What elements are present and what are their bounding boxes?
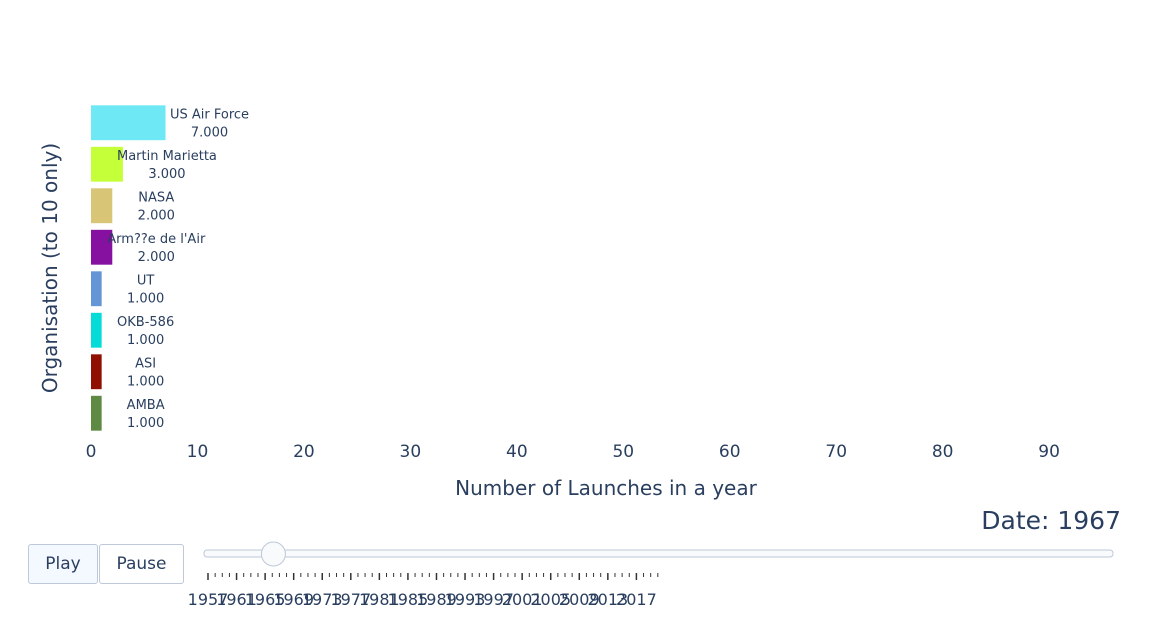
play-button[interactable]: Play: [28, 544, 98, 584]
slider-year-label: 1969: [273, 590, 314, 609]
slider-year-label: 2009: [559, 590, 600, 609]
x-tick-label: 0: [86, 442, 97, 462]
bar: [91, 146, 123, 182]
bar-category-label: ASI: [135, 356, 156, 371]
slider-year-label: 1973: [302, 590, 343, 609]
pause-button[interactable]: Pause: [99, 544, 184, 584]
slider-rail[interactable]: [203, 549, 1114, 558]
x-axis-ticks: 0 10 20 30 40 50 60 70 80 90: [86, 442, 1060, 462]
y-axis-title: Organisation (to 10 only): [38, 143, 62, 393]
slider-year-label: 1997: [473, 590, 514, 609]
slider-year-label: 1993: [445, 590, 486, 609]
bar-category-label: Arm??e de l'Air: [107, 232, 206, 247]
bar-category-label: US Air Force: [170, 107, 249, 122]
bar-category-label: OKB-586: [117, 315, 174, 330]
bar-value-label: 1.000: [127, 333, 164, 348]
bar: [91, 229, 113, 265]
bar-category-label: UT: [137, 273, 155, 288]
bar-value-label: 1.000: [127, 374, 164, 389]
slider-year-label: 1977: [330, 590, 371, 609]
date-label: Date: 1967: [981, 506, 1121, 535]
slider-year-label: 1961: [216, 590, 257, 609]
x-tick-label: 70: [825, 442, 847, 462]
bar-value-label: 2.000: [138, 250, 175, 265]
year-slider[interactable]: 1957196119651969197319771981198519891993…: [188, 541, 1114, 609]
bar-category-label: Martin Marietta: [117, 149, 217, 164]
x-tick-label: 80: [932, 442, 954, 462]
x-tick-label: 20: [293, 442, 315, 462]
slider-year-label: 2005: [530, 590, 571, 609]
bar: [91, 354, 102, 390]
bar-category-label: NASA: [138, 190, 174, 205]
bar: [91, 105, 166, 141]
slider-ticks: [207, 573, 659, 580]
bar-value-label: 1.000: [127, 416, 164, 431]
slider-year-label: 1957: [188, 590, 229, 609]
bar-category-label: AMBA: [127, 398, 165, 413]
bar-value-label: 7.000: [191, 125, 228, 140]
bar-value-label: 1.000: [127, 291, 164, 306]
bar: [91, 395, 102, 431]
x-tick-label: 60: [719, 442, 741, 462]
slider-year-label: 1989: [416, 590, 457, 609]
bars-group: US Air Force 7.000 Martin Marietta 3.000 NAS…: [91, 105, 249, 431]
slider-year-label: 2017: [616, 590, 657, 609]
slider-handle[interactable]: [260, 541, 286, 567]
x-tick-label: 10: [187, 442, 209, 462]
slider-year-label: 2013: [587, 590, 628, 609]
slider-year-label: 1985: [388, 590, 429, 609]
x-tick-label: 50: [612, 442, 634, 462]
bar: [91, 312, 102, 348]
x-tick-label: 90: [1038, 442, 1060, 462]
bar-value-label: 3.000: [148, 167, 185, 182]
bar: [91, 188, 113, 224]
slider-year-label: 1981: [359, 590, 400, 609]
bar-value-label: 2.000: [138, 208, 175, 223]
x-tick-label: 30: [400, 442, 422, 462]
x-axis-title: Number of Launches in a year: [455, 476, 757, 500]
slider-labels: 1957196119651969197319771981198519891993…: [188, 590, 657, 609]
slider-year-label: 2001: [502, 590, 543, 609]
slider-year-label: 1965: [245, 590, 286, 609]
x-tick-label: 40: [506, 442, 528, 462]
bar: [91, 271, 102, 307]
